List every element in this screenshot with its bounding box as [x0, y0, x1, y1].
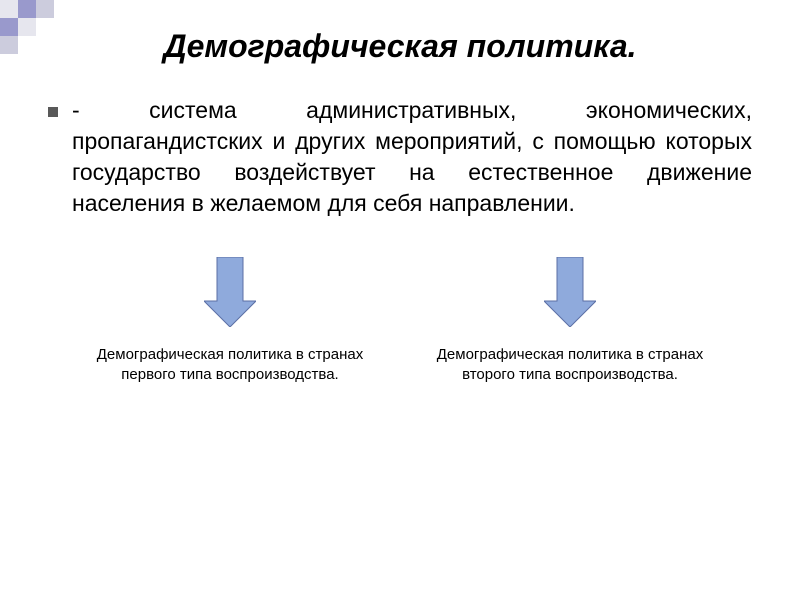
corner-blocks-svg [0, 0, 60, 60]
page-title: Демографическая политика. [0, 0, 800, 65]
definition-text: - система административных, экономически… [72, 95, 752, 219]
branch-left: Демографическая политика в странах перво… [80, 257, 380, 386]
definition-row: - система административных, экономически… [48, 95, 752, 219]
branches-row: Демографическая политика в странах перво… [0, 219, 800, 386]
caption-right: Демографическая политика в странах второ… [420, 345, 720, 386]
caption-left: Демографическая политика в странах перво… [80, 345, 380, 386]
corner-decoration [0, 0, 60, 65]
arrow-down-icon [544, 257, 596, 327]
bullet-marker [48, 107, 58, 117]
definition-block: - система административных, экономически… [0, 65, 800, 219]
arrow-down-icon [204, 257, 256, 327]
branch-right: Демографическая политика в странах второ… [420, 257, 720, 386]
